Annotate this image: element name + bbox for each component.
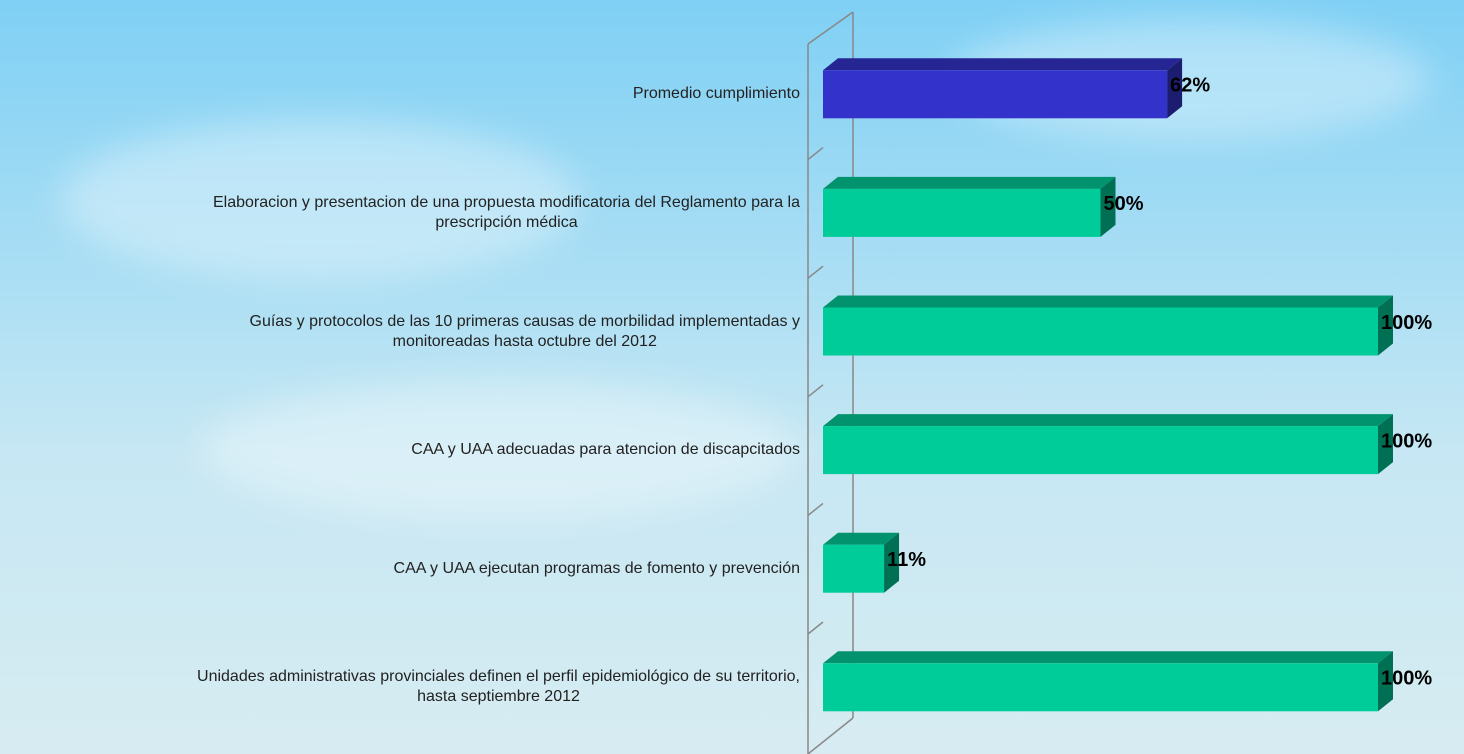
bar	[823, 545, 884, 593]
value-label: 100%	[1381, 430, 1432, 452]
value-label: 11%	[887, 549, 926, 571]
bar	[823, 663, 1378, 711]
category-label: CAA y UAA adecuadas para atencion de dis…	[411, 440, 800, 460]
bar-top	[823, 651, 1393, 663]
bar-top	[823, 296, 1393, 308]
category-label: Unidades administrativas provinciales de…	[197, 667, 800, 707]
axis-tick	[808, 148, 823, 160]
axis-tick	[808, 385, 823, 397]
axis-tick	[808, 503, 823, 515]
category-label: Elaboracion y presentacion de una propue…	[213, 193, 800, 233]
value-label: 62%	[1170, 75, 1210, 97]
axis-line	[808, 12, 853, 44]
axis-wall	[808, 12, 853, 754]
axis-tick	[808, 266, 823, 278]
category-label: Promedio cumplimiento	[633, 84, 800, 104]
category-label: Guías y protocolos de las 10 primeras ca…	[250, 312, 801, 352]
axis-line	[808, 718, 853, 754]
bar	[823, 189, 1101, 237]
bar	[823, 308, 1378, 356]
bar	[823, 426, 1378, 474]
bar-top	[823, 414, 1393, 426]
bar	[823, 70, 1167, 118]
bar-top	[823, 58, 1182, 70]
bar-top	[823, 177, 1116, 189]
chart: 62% 50% 100% 100% 11% 100%	[0, 0, 1464, 754]
axis-tick	[808, 622, 823, 634]
page: 62%50%100%100%11%100% (() => { const dat…	[0, 0, 1464, 754]
value-label: 100%	[1381, 668, 1432, 690]
value-label: 100%	[1381, 312, 1432, 334]
value-label: 50%	[1104, 193, 1144, 215]
category-label: CAA y UAA ejecutan programas de fomento …	[394, 559, 800, 579]
